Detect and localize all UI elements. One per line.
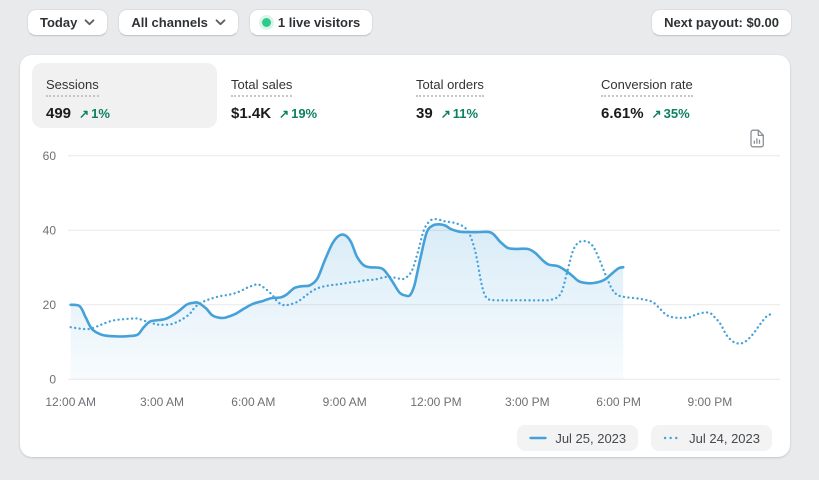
dotted-line-swatch-icon	[663, 436, 681, 440]
metric-change: ↗ 11%	[440, 106, 479, 121]
metric-label: Total sales	[231, 77, 293, 97]
metric-change: ↗ 19%	[279, 106, 318, 121]
channel-filter-button[interactable]: All channels	[118, 8, 239, 36]
x-axis-tick-label: 12:00 AM	[45, 395, 96, 409]
tab-sessions[interactable]: Sessions 499 ↗ 1%	[32, 63, 217, 128]
overview-card: Sessions 499 ↗ 1% Total sales $1.4K ↗ 19% …	[20, 55, 790, 457]
metric-value: $1.4K	[231, 105, 272, 122]
report-file-icon	[750, 129, 764, 147]
live-dot-icon	[261, 17, 271, 27]
tab-total-sales[interactable]: Total sales $1.4K ↗ 19%	[217, 63, 402, 128]
metric-label: Conversion rate	[601, 77, 693, 97]
y-axis-tick-label: 40	[43, 223, 57, 237]
view-report-button[interactable]	[746, 126, 768, 150]
y-axis-tick-label: 20	[43, 298, 57, 312]
trend-up-icon: ↗	[79, 107, 90, 121]
y-axis-tick-label: 60	[43, 149, 57, 163]
next-payout-label: Next payout: $0.00	[664, 14, 779, 30]
date-range-button[interactable]: Today	[27, 8, 109, 36]
trend-up-icon: ↗	[279, 107, 290, 121]
legend-label: Jul 24, 2023	[689, 430, 760, 446]
metric-change: ↗ 35%	[651, 106, 690, 121]
legend-label: Jul 25, 2023	[555, 430, 627, 446]
chevron-down-icon	[84, 18, 95, 25]
x-axis-tick-label: 3:00 AM	[140, 395, 184, 409]
metric-change: ↗ 1%	[79, 106, 110, 121]
top-bar: Today All channels 1 live visitors Next …	[27, 8, 792, 36]
metric-value: 39	[416, 105, 433, 122]
legend-item-jul-24: Jul 24, 2023	[651, 425, 772, 451]
tab-conversion-rate[interactable]: Conversion rate 6.61% ↗ 35%	[587, 63, 772, 128]
x-axis-tick-label: 3:00 PM	[505, 395, 550, 409]
x-axis-tick-label: 12:00 PM	[410, 395, 461, 409]
trend-up-icon: ↗	[651, 107, 662, 121]
legend-item-jul-25: Jul 25, 2023	[517, 425, 639, 451]
solid-line-swatch-icon	[529, 436, 548, 440]
series-line-jul-25-2023	[69, 222, 625, 338]
metric-value: 6.61%	[601, 105, 644, 122]
metric-label: Sessions	[46, 77, 99, 97]
chevron-down-icon	[215, 18, 226, 25]
live-visitors-badge[interactable]: 1 live visitors	[248, 8, 374, 36]
x-axis-tick-label: 9:00 PM	[688, 395, 733, 409]
live-visitors-label: 1 live visitors	[277, 14, 361, 30]
chart-legend: Jul 25, 2023 Jul 24, 2023	[517, 425, 772, 451]
x-axis-tick-label: 6:00 PM	[596, 395, 641, 409]
y-axis-tick-label: 0	[49, 372, 56, 386]
channel-filter-label: All channels	[131, 14, 208, 30]
x-axis-tick-label: 9:00 AM	[323, 395, 367, 409]
tab-total-orders[interactable]: Total orders 39 ↗ 11%	[402, 63, 587, 128]
date-range-label: Today	[40, 14, 78, 30]
metric-value: 499	[46, 105, 72, 122]
metric-tabs: Sessions 499 ↗ 1% Total sales $1.4K ↗ 19% …	[32, 63, 772, 128]
metric-label: Total orders	[416, 77, 484, 97]
series-line-jul-24-2023	[69, 217, 772, 345]
sessions-line-chart[interactable]: 0 20 40 60 12:00 AM 3:00 AM 6:00 AM 9:00 AM 12:0…	[20, 140, 790, 422]
trend-up-icon: ↗	[440, 107, 451, 121]
next-payout-button[interactable]: Next payout: $0.00	[651, 8, 792, 36]
x-axis-tick-label: 6:00 AM	[231, 395, 275, 409]
series-area-fill	[70, 224, 624, 380]
